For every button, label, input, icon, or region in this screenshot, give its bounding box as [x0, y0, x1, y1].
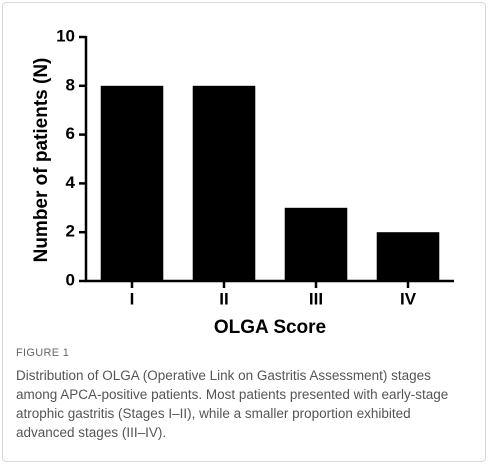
x-tick-label: IV [400, 289, 417, 308]
x-tick-label: I [130, 289, 135, 308]
y-tick-label: 10 [56, 26, 75, 45]
y-tick-label: 4 [66, 173, 76, 192]
bar [284, 207, 348, 281]
x-tick-label: III [309, 289, 323, 308]
chart: OLGA Score Number of patients (N) 0 2 4 6 8 1… [31, 26, 454, 338]
bar [192, 85, 256, 281]
y-tick-label: 8 [66, 75, 75, 94]
figure-label: FIGURE 1 [16, 347, 70, 359]
y-tick-label: 0 [66, 270, 75, 289]
x-tick-label: II [219, 289, 228, 308]
bar [100, 85, 164, 281]
x-axis-label: OLGA Score [214, 317, 326, 338]
figure-frame [2, 2, 486, 462]
figure-caption: Distribution of OLGA (Operative Link on … [16, 368, 449, 440]
y-tick-label: 2 [66, 222, 75, 241]
bar [376, 232, 440, 281]
y-axis-label: Number of patients (N) [31, 58, 52, 263]
y-tick-label: 6 [66, 124, 75, 143]
